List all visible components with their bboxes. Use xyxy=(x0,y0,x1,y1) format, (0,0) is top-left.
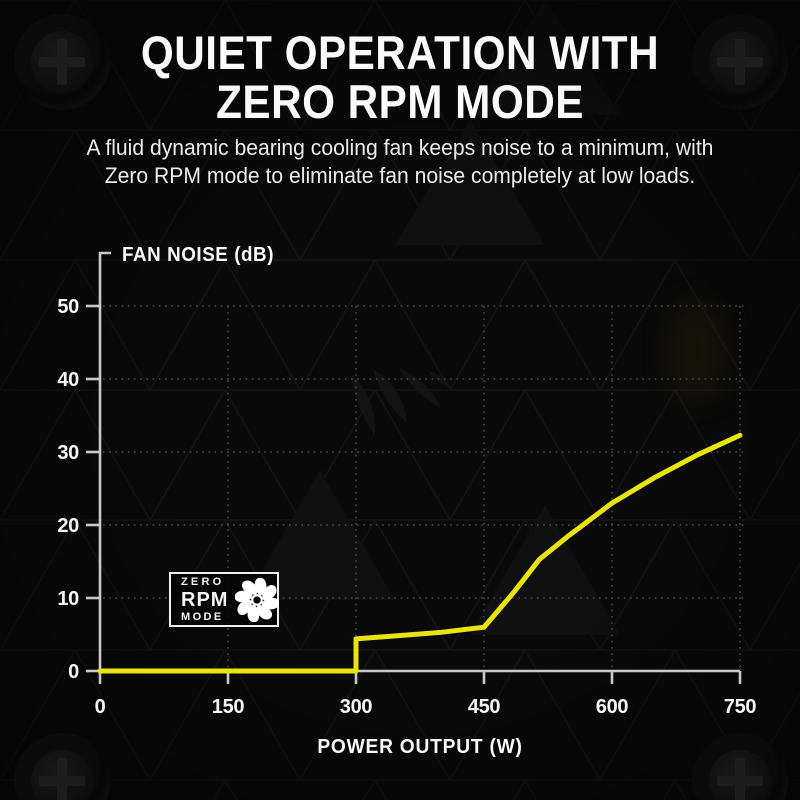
page-subtitle: A fluid dynamic bearing cooling fan keep… xyxy=(16,134,784,190)
page-title-line-2: ZERO RPM MODE xyxy=(216,75,584,128)
corsair-sails-logo-icon xyxy=(351,368,452,436)
y-axis-title: FAN NOISE (dB) xyxy=(122,244,275,266)
badge-line-zero: ZERO xyxy=(181,575,225,588)
phillips-screw-icon-bottom-left xyxy=(14,733,110,800)
page-title: QUIET OPERATION WITH ZERO RPM MODE xyxy=(40,28,760,126)
badge-line-mode: MODE xyxy=(181,610,224,623)
x-axis-title: POWER OUTPUT (W) xyxy=(317,736,523,758)
background-yellow-sheen xyxy=(668,300,728,400)
page-subtitle-line-2: Zero RPM mode to eliminate fan noise com… xyxy=(104,163,696,188)
fan-icon xyxy=(235,577,280,622)
phillips-screw-icon-top-right xyxy=(692,14,788,110)
page-subtitle-line-1: A fluid dynamic bearing cooling fan keep… xyxy=(86,135,714,160)
page-title-line-1: QUIET OPERATION WITH xyxy=(140,26,660,79)
phillips-screw-icon-top-left xyxy=(14,14,110,110)
badge-line-rpm: RPM xyxy=(181,588,229,611)
zero-rpm-mode-badge-text: ZERO RPM MODE xyxy=(181,575,229,623)
fan-hub xyxy=(251,593,264,606)
zero-rpm-mode-badge: ZERO RPM MODE xyxy=(169,572,280,627)
